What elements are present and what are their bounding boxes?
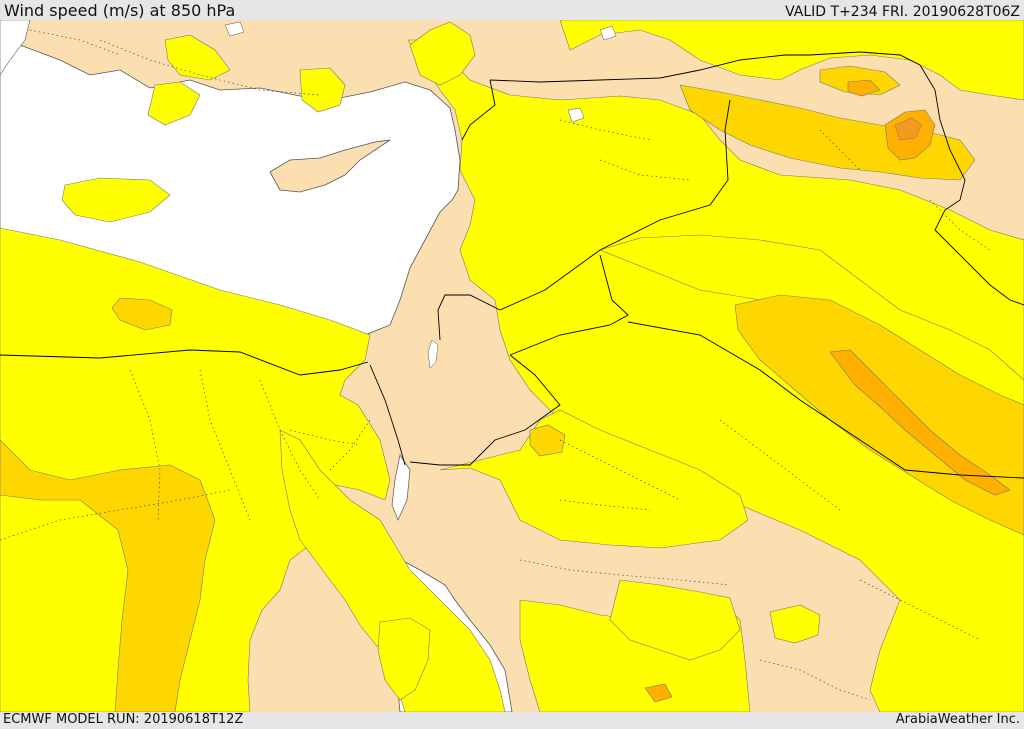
- moderate-wind-zones: [0, 65, 1024, 712]
- footer-bar: ECMWF MODEL RUN: 20190618T12Z ArabiaWeat…: [0, 712, 1024, 729]
- cyprus-island: [269, 139, 391, 193]
- gulf-of-aqaba: [391, 454, 411, 521]
- aegean-islands: [0, 20, 31, 76]
- lakes: [224, 21, 617, 369]
- header-bar: Wind speed (m/s) at 850 hPa VALID T+234 …: [0, 0, 1024, 20]
- map-canvas: [0, 20, 1024, 712]
- province-lines: [0, 29, 991, 701]
- valid-time: VALID T+234 FRI. 20190628T06Z: [785, 4, 1020, 20]
- wind-speed-map: [0, 20, 1024, 712]
- credit-label: ArabiaWeather Inc.: [895, 712, 1020, 727]
- country-borders: [0, 51, 1024, 479]
- model-run: ECMWF MODEL RUN: 20190618T12Z: [3, 712, 244, 727]
- strongest-wind-core: [894, 117, 923, 141]
- map-title: Wind speed (m/s) at 850 hPa: [4, 1, 236, 20]
